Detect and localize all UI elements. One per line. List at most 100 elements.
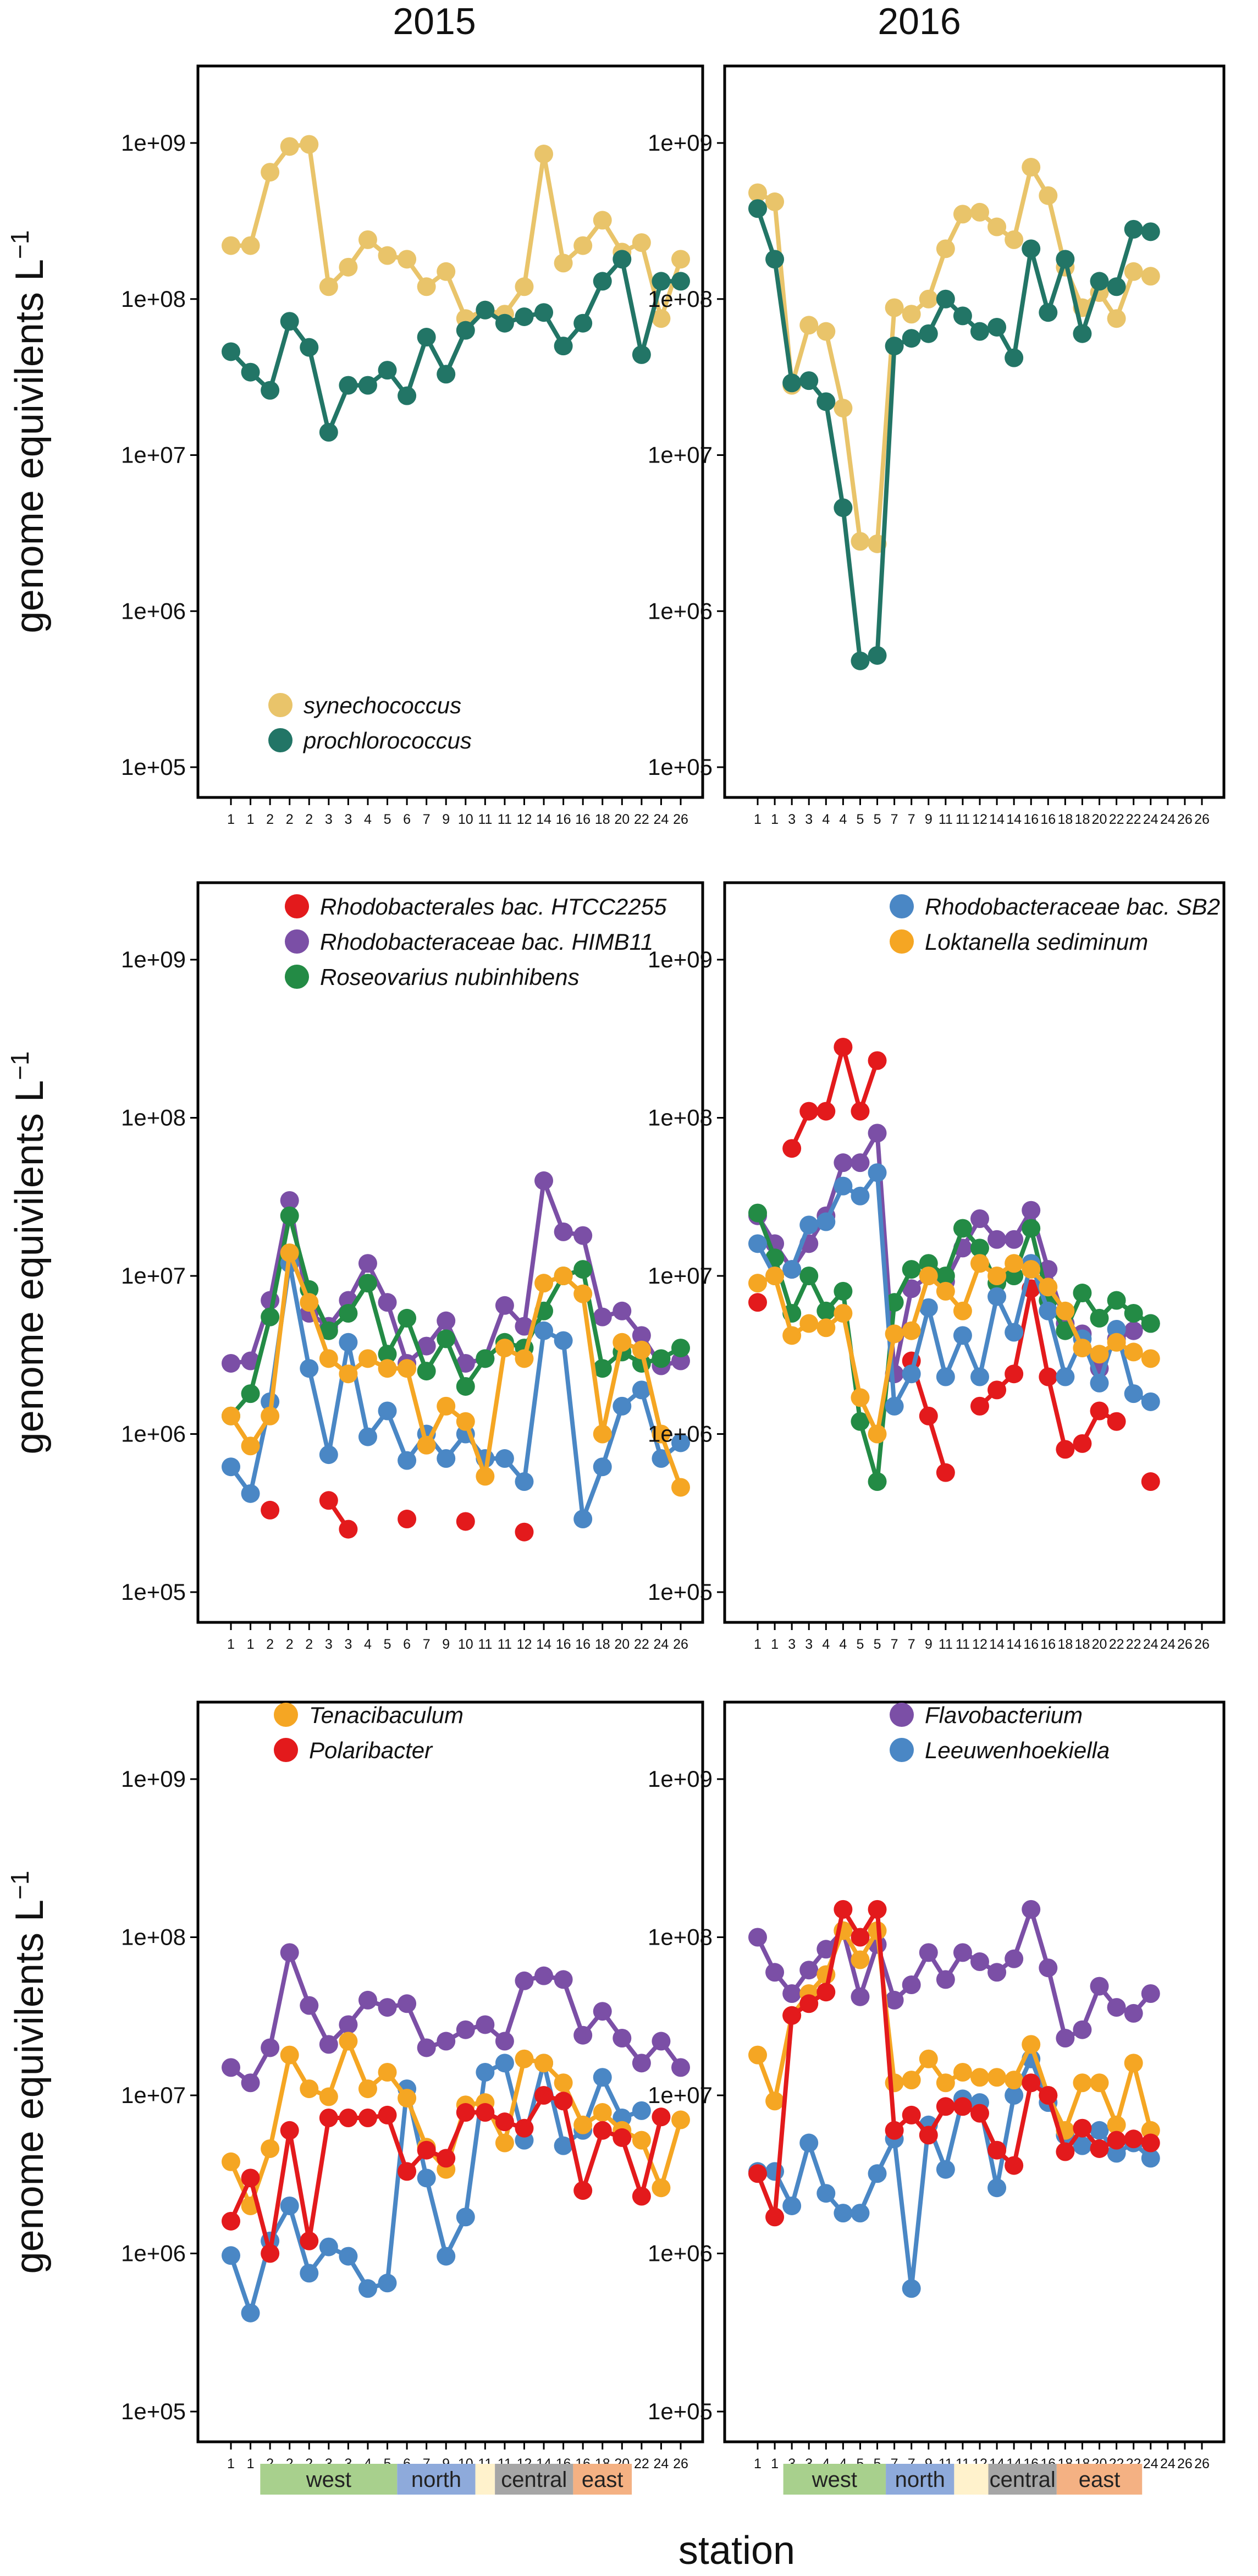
x-tick-label: 7: [891, 812, 898, 827]
data-point: [834, 1153, 853, 1173]
x-tick-label: 9: [442, 1637, 450, 1652]
data-point: [953, 1219, 972, 1238]
data-point: [748, 1293, 767, 1312]
data-point: [1124, 2054, 1143, 2073]
x-tick-label: 24: [654, 812, 669, 827]
x-tick-label: 2: [286, 812, 294, 827]
x-tick-label: 2: [286, 1637, 294, 1652]
data-point: [554, 1970, 573, 1989]
data-point: [885, 1324, 904, 1344]
data-point: [748, 183, 767, 202]
data-point: [593, 1359, 612, 1378]
data-point: [222, 2211, 240, 2231]
data-point: [495, 2112, 514, 2132]
data-point: [300, 2264, 319, 2283]
column-title-2016: 2016: [878, 1, 961, 42]
data-point: [868, 1051, 887, 1070]
legend-label: synechococcus: [304, 692, 461, 718]
data-point: [1090, 1401, 1109, 1421]
data-point: [1107, 1333, 1126, 1352]
panel-frame: [196, 64, 704, 799]
data-point: [834, 2204, 853, 2223]
data-point: [851, 532, 870, 551]
data-point: [378, 2062, 397, 2082]
legend-label: Polaribacter: [309, 1737, 433, 1763]
y-tick-label: 1e+08: [121, 1924, 186, 1950]
data-point: [902, 1364, 921, 1384]
data-point: [885, 337, 904, 356]
x-tick-label: 3: [344, 1637, 352, 1652]
data-point: [261, 1500, 280, 1520]
data-point: [902, 305, 921, 324]
data-point: [1124, 1321, 1143, 1340]
series-line: [229, 1950, 683, 2085]
data-point: [1124, 1384, 1143, 1403]
x-tick-label: 3: [325, 812, 333, 827]
x-tick-label: 16: [556, 1637, 571, 1652]
data-point: [1090, 2073, 1109, 2093]
x-tick-label: 14: [989, 812, 1005, 827]
x-tick-label: 9: [925, 1637, 933, 1652]
data-point: [456, 1512, 475, 1531]
data-point: [319, 277, 338, 296]
x-tick-label: 4: [822, 812, 830, 827]
data-point: [534, 1171, 554, 1190]
data-point: [1141, 267, 1160, 286]
data-point: [398, 1308, 417, 1328]
x-tick-label: 26: [673, 812, 688, 827]
region-label: north: [411, 2468, 461, 2492]
x-tick-label: 1: [227, 812, 235, 827]
data-point: [987, 1380, 1007, 1400]
y-tick-label: 1e+06: [648, 1421, 713, 1447]
data-point: [339, 1520, 358, 1539]
data-point: [319, 1321, 338, 1340]
x-tick-label: 22: [1109, 812, 1124, 827]
x-tick-label: 11: [956, 1637, 970, 1652]
data-point: [1073, 1339, 1092, 1358]
y-tick-label: 1e+06: [648, 2241, 713, 2266]
y-axis-label: genome equivilents L−1: [5, 1871, 52, 2274]
data-point: [782, 373, 802, 393]
x-tick-label: 4: [822, 1637, 830, 1652]
data-point: [970, 322, 989, 341]
x-tick-label: 11: [498, 812, 512, 827]
region-label: west: [812, 2468, 857, 2492]
x-tick-label: 24: [1160, 2456, 1176, 2472]
data-point: [613, 2128, 632, 2147]
data-point: [1039, 186, 1058, 205]
data-point: [851, 1388, 870, 1407]
x-tick-label: 1: [754, 1637, 762, 1652]
data-point: [652, 2107, 671, 2127]
data-point: [987, 2140, 1007, 2160]
data-point: [280, 137, 299, 156]
data-point: [1056, 1440, 1075, 1459]
x-tick-label: 16: [1040, 1637, 1056, 1652]
legend-swatch: [274, 1738, 298, 1762]
legend-label: prochlorococcus: [302, 728, 472, 753]
data-point: [280, 1943, 299, 1962]
legend-swatch: [285, 965, 309, 989]
data-point: [319, 1445, 338, 1465]
data-point: [987, 2178, 1007, 2198]
data-point: [515, 2118, 534, 2138]
data-point: [970, 1239, 989, 1258]
y-tick-label: 1e+09: [121, 946, 186, 972]
data-point: [222, 342, 240, 361]
x-tick-label: 20: [614, 1637, 630, 1652]
data-point: [902, 2071, 921, 2090]
x-tick-label: 4: [839, 812, 847, 827]
data-point: [300, 135, 319, 154]
panel-r2-c1: 1e+051e+061e+071e+081e+09113344557791111…: [648, 1700, 1226, 2472]
data-point: [652, 2178, 671, 2198]
data-point: [1039, 1301, 1058, 1320]
y-tick-label: 1e+07: [648, 1263, 713, 1289]
x-tick-label: 2: [266, 812, 274, 827]
data-point: [919, 1267, 938, 1285]
data-point: [437, 1396, 456, 1416]
x-tick-label: 16: [575, 812, 591, 827]
legend-r1-c1: Rhodobacteraceae bac. SB2 Loktanella sedi…: [890, 894, 1220, 955]
data-point: [417, 1362, 436, 1381]
x-axis-label: station: [678, 2529, 795, 2573]
data-point: [1107, 2115, 1126, 2134]
